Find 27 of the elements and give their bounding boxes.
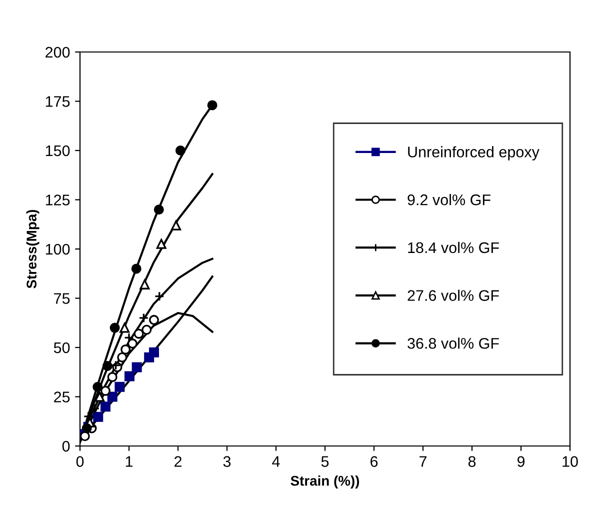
x-tick-label: 5 [321, 456, 329, 467]
x-tick-label: 2 [174, 456, 182, 467]
x-tick-label: 8 [468, 456, 476, 467]
x-tick-label: 9 [517, 456, 525, 467]
y-tick-label: 100 [46, 244, 70, 255]
x-tick-label: 7 [420, 456, 426, 467]
y-tick-label: 150 [46, 145, 70, 156]
x-tick-label: 0 [76, 456, 84, 467]
x-tick-label: 6 [370, 456, 378, 467]
x-tick-label: 4 [272, 456, 280, 467]
legend-label: 27.6 vol% GF [408, 290, 499, 301]
y-tick-label: 200 [46, 46, 70, 58]
x-tick-label: 1 [126, 456, 133, 467]
x-tick-label: 10 [562, 456, 578, 467]
legend-label: 36.8 vol% GF [408, 338, 499, 349]
y-tick-label: 25 [54, 392, 70, 402]
legend-label: 9.2 vol% GF [408, 194, 490, 206]
legend-label: Unreinforced epoxy [408, 146, 540, 160]
y-tick-label: 50 [54, 342, 70, 354]
x-tick-label: 3 [223, 456, 231, 467]
y-tick-label: 125 [46, 194, 70, 206]
y-tick-label: 0 [62, 440, 70, 452]
y-tick-label: 75 [54, 293, 70, 304]
y-tick-label: 175 [46, 96, 70, 107]
y-axis-title: Stress(Mpa) [26, 210, 40, 288]
legend-label: 18.4 vol% GF [408, 242, 499, 254]
x-axis-title: Strain (%)) [290, 476, 360, 488]
